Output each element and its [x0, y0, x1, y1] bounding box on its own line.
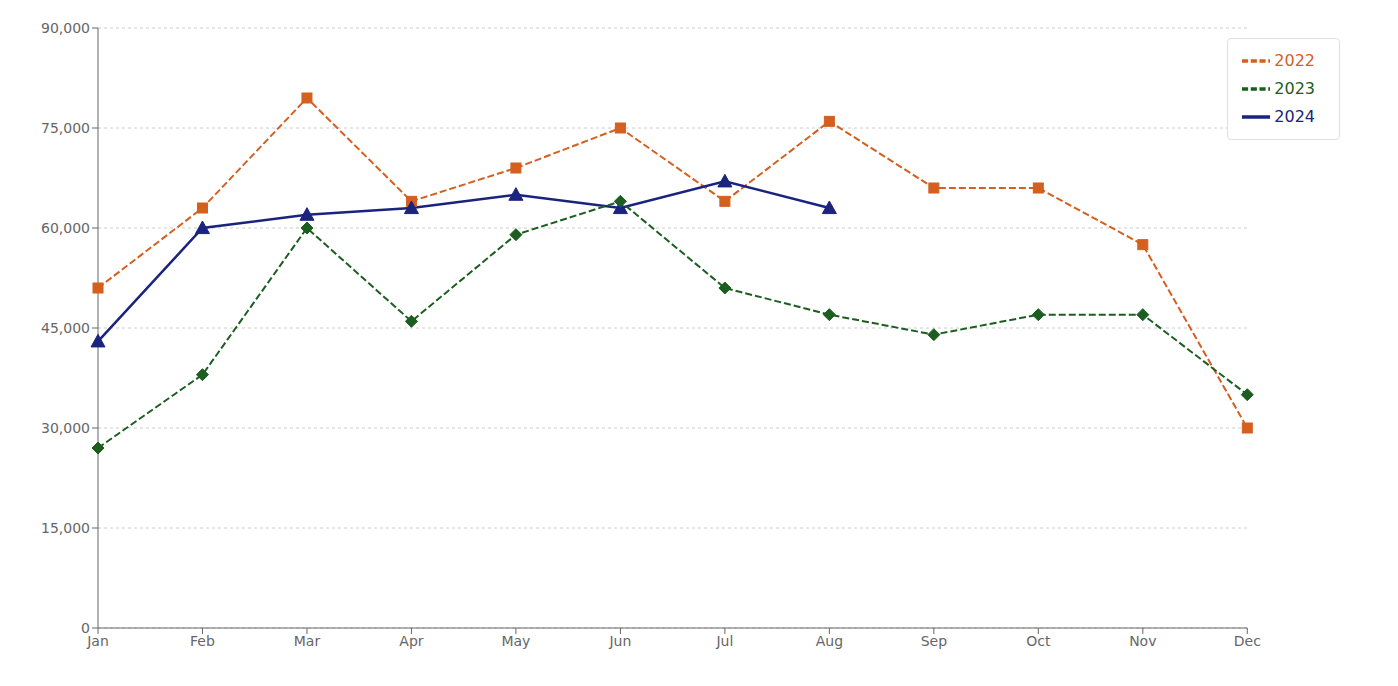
svg-text:60,000: 60,000 — [41, 220, 90, 236]
svg-text:Apr: Apr — [399, 633, 423, 649]
svg-text:May: May — [501, 633, 530, 649]
svg-text:Nov: Nov — [1129, 633, 1156, 649]
svg-text:0: 0 — [81, 620, 90, 636]
html-text:2024: 2024 — [1274, 106, 1315, 126]
svg-text:45,000: 45,000 — [41, 320, 90, 336]
svg-text:15,000: 15,000 — [41, 520, 90, 536]
svg-text:Oct: Oct — [1026, 633, 1051, 649]
svg-text:30,000: 30,000 — [41, 420, 90, 436]
svg-text:Aug: Aug — [816, 633, 843, 649]
svg-text:Feb: Feb — [190, 633, 215, 649]
svg-text:75,000: 75,000 — [41, 120, 90, 136]
svg-text:Jan: Jan — [87, 632, 109, 649]
svg-text:Sep: Sep — [921, 633, 948, 649]
html-text:2022: 2022 — [1274, 50, 1315, 70]
svg-text:Dec: Dec — [1234, 633, 1261, 649]
svg-text:90,000: 90,000 — [41, 20, 90, 36]
svg-text:Jun: Jun — [608, 633, 631, 649]
svg-text:Mar: Mar — [294, 633, 321, 649]
svg-text:Jul: Jul — [715, 633, 733, 649]
html-text:2023: 2023 — [1274, 78, 1315, 98]
